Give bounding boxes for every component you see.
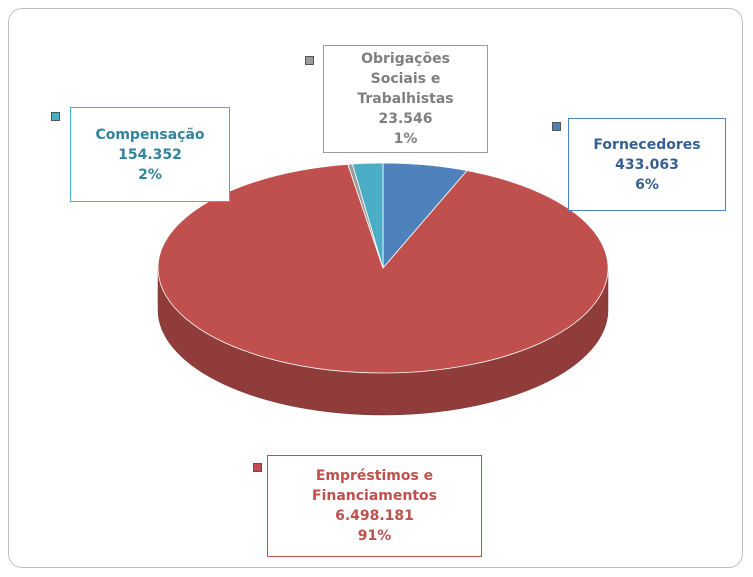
value-label: 154.352 <box>118 146 182 163</box>
legend-marker <box>552 122 561 131</box>
percent-label: 91% <box>357 528 392 544</box>
percent-label: 2% <box>138 166 162 183</box>
category-label: Obrigações Sociais e Trabalhistas <box>357 51 454 107</box>
pie-slice <box>157 163 609 374</box>
pie-slice <box>351 162 384 269</box>
category-label: Empréstimos e Financiamentos <box>312 468 437 504</box>
percent-label: 1% <box>393 131 418 147</box>
value-label: 433.063 <box>615 156 679 173</box>
legend-marker <box>305 56 314 65</box>
data-label: Obrigações Sociais e Trabalhistas 23.546 1… <box>323 45 488 153</box>
data-label: Fornecedores 433.063 6% <box>568 118 726 211</box>
chart-frame <box>8 8 743 568</box>
data-label: Empréstimos e Financiamentos 6.498.181 91% <box>267 455 482 557</box>
legend-marker <box>253 463 262 472</box>
category-label: Compensação <box>95 126 205 143</box>
legend-marker <box>51 112 60 121</box>
value-label: 23.546 <box>378 111 433 127</box>
value-label: 6.498.181 <box>335 508 414 524</box>
percent-label: 6% <box>635 176 659 193</box>
category-label: Fornecedores <box>593 136 701 153</box>
data-label: Compensação 154.352 2% <box>70 107 230 202</box>
